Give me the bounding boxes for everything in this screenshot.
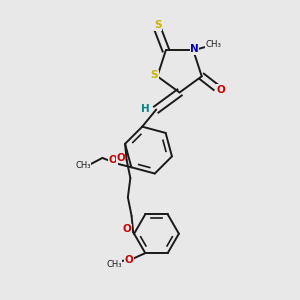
- Text: N: N: [190, 44, 199, 54]
- Text: O: O: [116, 152, 125, 163]
- Text: CH₃: CH₃: [206, 40, 221, 49]
- Text: CH₃: CH₃: [75, 161, 91, 170]
- Text: O: O: [125, 255, 134, 265]
- Text: S: S: [154, 20, 162, 30]
- Text: O: O: [123, 224, 131, 234]
- Text: S: S: [151, 70, 158, 80]
- Text: O: O: [109, 155, 118, 165]
- Text: O: O: [217, 85, 226, 95]
- Text: CH₃: CH₃: [106, 260, 122, 269]
- Text: H: H: [141, 103, 150, 114]
